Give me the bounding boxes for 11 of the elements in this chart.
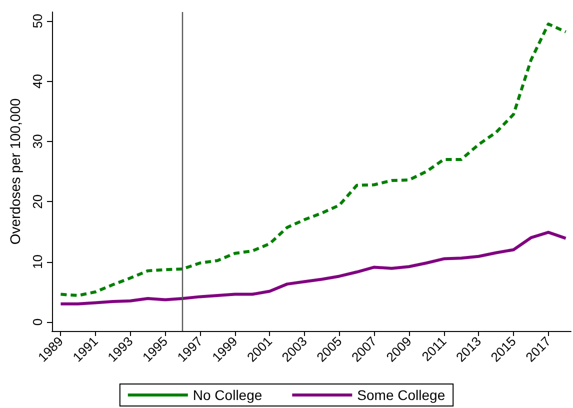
line-series xyxy=(59,22,568,297)
legend-label: No College xyxy=(192,387,262,403)
y-tick-label: 50 xyxy=(30,14,45,28)
line-series xyxy=(59,230,568,306)
y-tick-label: 0 xyxy=(30,318,45,326)
y-tick-label: 20 xyxy=(30,194,45,209)
y-axis-title: Overdoses per 100,000 xyxy=(7,98,23,245)
y-tick-label: 10 xyxy=(30,254,45,270)
y-tick-label: 40 xyxy=(30,74,45,88)
y-tick-label: 30 xyxy=(30,134,45,149)
legend-label: Some College xyxy=(357,387,446,403)
